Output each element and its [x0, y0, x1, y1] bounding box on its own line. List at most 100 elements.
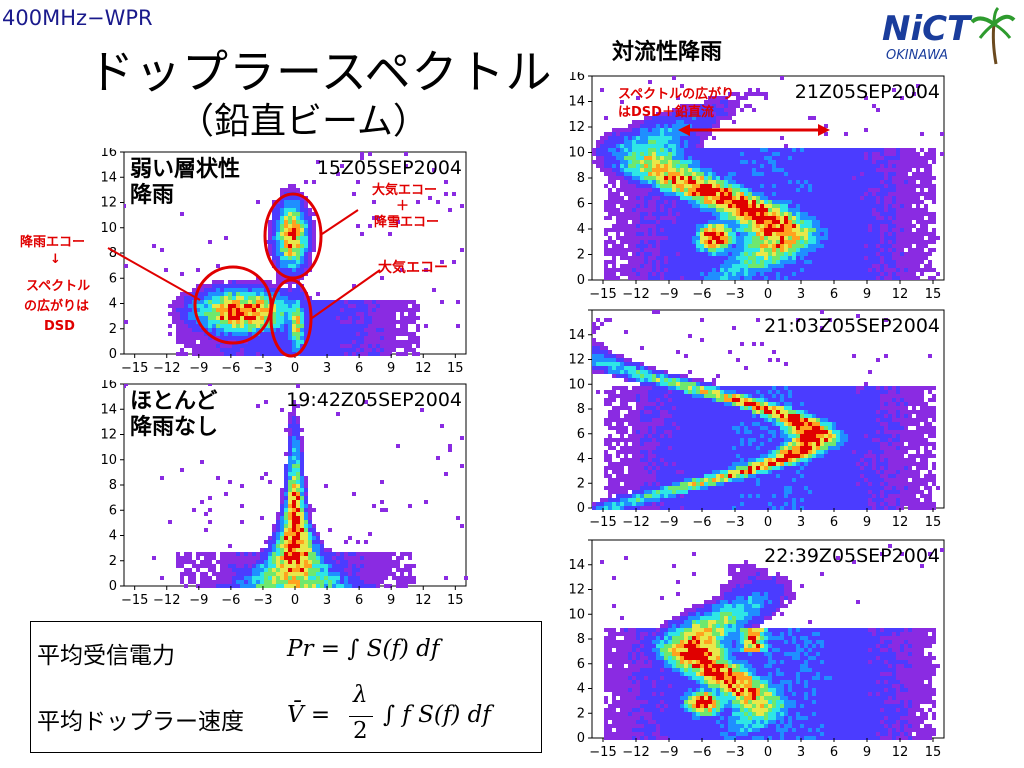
y-tick-label: 6	[577, 197, 585, 212]
x-tick-label: −6	[692, 515, 711, 530]
y-tick-label: 16	[568, 72, 585, 84]
panel-label-line: 降雨	[130, 183, 174, 208]
snow-echo-ellipse	[263, 192, 323, 280]
x-tick-label: 0	[291, 593, 299, 608]
x-tick-label: 15	[447, 593, 464, 608]
x-tick-label: 12	[892, 745, 909, 760]
x-tick-label: −3	[725, 745, 744, 760]
x-tick-label: −12	[153, 361, 180, 376]
y-tick-label: 0	[577, 273, 585, 288]
annotation-line: 降雨エコー	[20, 234, 85, 250]
x-tick-label: −15	[121, 361, 148, 376]
x-tick-label: 0	[764, 515, 772, 530]
x-tick-label: 6	[830, 515, 838, 530]
x-tick-label: 9	[387, 593, 395, 608]
x-tick-label: −9	[659, 515, 678, 530]
y-tick-label: 2	[577, 706, 585, 721]
spectrum-cells	[592, 310, 940, 510]
doppler-panel-convective-2103z: 0 2 4 6 8 10 12 14 −15 −12 −9 −6 −3 0 3 6 9 12 15 21:03Z05S…	[568, 309, 945, 530]
x-tick-label: 3	[797, 515, 805, 530]
x-tick-label: 6	[355, 361, 363, 376]
y-tick-label: 8	[109, 246, 117, 261]
x-tick-label: 12	[415, 361, 432, 376]
panel-timestamp: 22:39Z05SEP2004	[764, 545, 940, 567]
x-tick-label: 12	[415, 593, 432, 608]
x-tick-label: −9	[189, 593, 208, 608]
y-tick-label: 12	[100, 428, 117, 443]
y-tick-label: 12	[568, 583, 585, 598]
y-tick-label: 0	[109, 579, 117, 594]
y-tick-label: 6	[109, 503, 117, 518]
y-tick-label: 12	[568, 353, 585, 368]
y-tick-label: 2	[577, 476, 585, 491]
y-tick-label: 8	[577, 171, 585, 186]
y-tick-label: 10	[100, 221, 117, 236]
x-tick-label: 9	[863, 745, 871, 760]
annotation-line: スペクトルの広がり	[618, 86, 734, 102]
mean-velocity-label: 平均ドップラー速度	[37, 709, 244, 735]
spectrum-cells	[600, 544, 944, 740]
y-tick-label: 10	[568, 377, 585, 392]
panel-label-line: ほとんど	[130, 389, 217, 414]
panel-timestamp: 15Z05SEP2004	[317, 157, 462, 179]
x-tick-label: −15	[589, 745, 616, 760]
x-tick-label: 0	[291, 361, 299, 376]
y-tick-label: 0	[577, 731, 585, 746]
x-tick-label: 9	[387, 361, 395, 376]
y-tick-label: 14	[100, 170, 117, 185]
y-tick-label: 4	[109, 297, 117, 312]
doppler-panel-no-rain: 0 2 4 6 8 10 12 14 16 −15 −12 −9 −6 −3 0 3 6 9 12 15 19:42Z0…	[100, 380, 468, 608]
y-tick-label: 10	[568, 146, 585, 161]
annotation-line: DSD	[44, 319, 75, 334]
doppler-panel-convective-21z: 0 2 4 6 8 10 12 14 16 −15 −12 −9 −6 −3 0 3 6 9 12 15 21Z05SE…	[568, 72, 945, 302]
y-tick-label: 6	[577, 427, 585, 442]
x-tick-label: −3	[253, 361, 272, 376]
x-tick-label: 9	[863, 515, 871, 530]
mean-velocity-lhs: V̄ =	[287, 702, 331, 728]
y-tick-label: 10	[100, 453, 117, 468]
y-tick-label: 0	[577, 501, 585, 516]
rain-echo-annotation: 降雨エコー ↓ スペクトル の広がりは DSD	[20, 234, 95, 334]
logo-sub-text: OKINAWA	[886, 48, 948, 63]
x-tick-label: 12	[892, 287, 909, 302]
annotation-line: 大気エコー	[372, 182, 437, 198]
spectrum-spread-annotation: スペクトルの広がり はDSD＋鉛直流	[618, 86, 739, 120]
x-tick-label: 6	[830, 287, 838, 302]
spectrum-cells	[592, 76, 944, 280]
y-tick-label: 6	[577, 657, 585, 672]
x-tick-label: 15	[925, 745, 942, 760]
y-tick-label: 12	[100, 196, 117, 211]
x-tick-label: 3	[797, 745, 805, 760]
nict-logo: NiCT OKINAWA	[882, 6, 1016, 65]
mean-velocity-formula: ∫ f S(f) df	[383, 702, 491, 728]
x-tick-label: −3	[253, 593, 272, 608]
panel-label-line: 降雨なし	[130, 415, 218, 440]
atmos-echo-pointer	[311, 269, 381, 319]
snow-echo-pointer	[321, 209, 359, 235]
y-tick-label: 14	[100, 402, 117, 417]
fraction-numerator: λ	[353, 682, 368, 708]
y-tick-label: 0	[109, 347, 117, 362]
y-tick-label: 6	[109, 271, 117, 286]
annotation-line: はDSD＋鉛直流	[618, 104, 714, 120]
x-tick-label: −6	[692, 745, 711, 760]
formula-box: 平均受信電力 Pr = ∫ S(f) df 平均ドップラー速度 V̄ = λ 2…	[30, 621, 542, 753]
x-tick-label: 3	[797, 287, 805, 302]
doppler-panel-convective-2239z: 0 2 4 6 8 10 12 14 −15 −12 −9 −6 −3 0 3 6 9 12 15 22:39Z05S…	[568, 539, 945, 760]
fraction-denominator: 2	[353, 718, 368, 744]
x-tick-label: −15	[589, 515, 616, 530]
logo-main-text: NiCT	[882, 9, 973, 49]
y-tick-label: 2	[109, 322, 117, 337]
atmos-echo-annotation: 大気エコー	[378, 259, 448, 276]
y-tick-label: 2	[577, 248, 585, 263]
x-tick-label: −12	[622, 515, 649, 530]
arrow-head-left-icon	[678, 124, 690, 136]
panel-timestamp: 21:03Z05SEP2004	[764, 315, 940, 337]
x-tick-label: −6	[692, 287, 711, 302]
y-tick-label: 16	[100, 380, 117, 392]
annotation-line: ＋	[396, 199, 409, 214]
y-tick-label: 8	[577, 402, 585, 417]
